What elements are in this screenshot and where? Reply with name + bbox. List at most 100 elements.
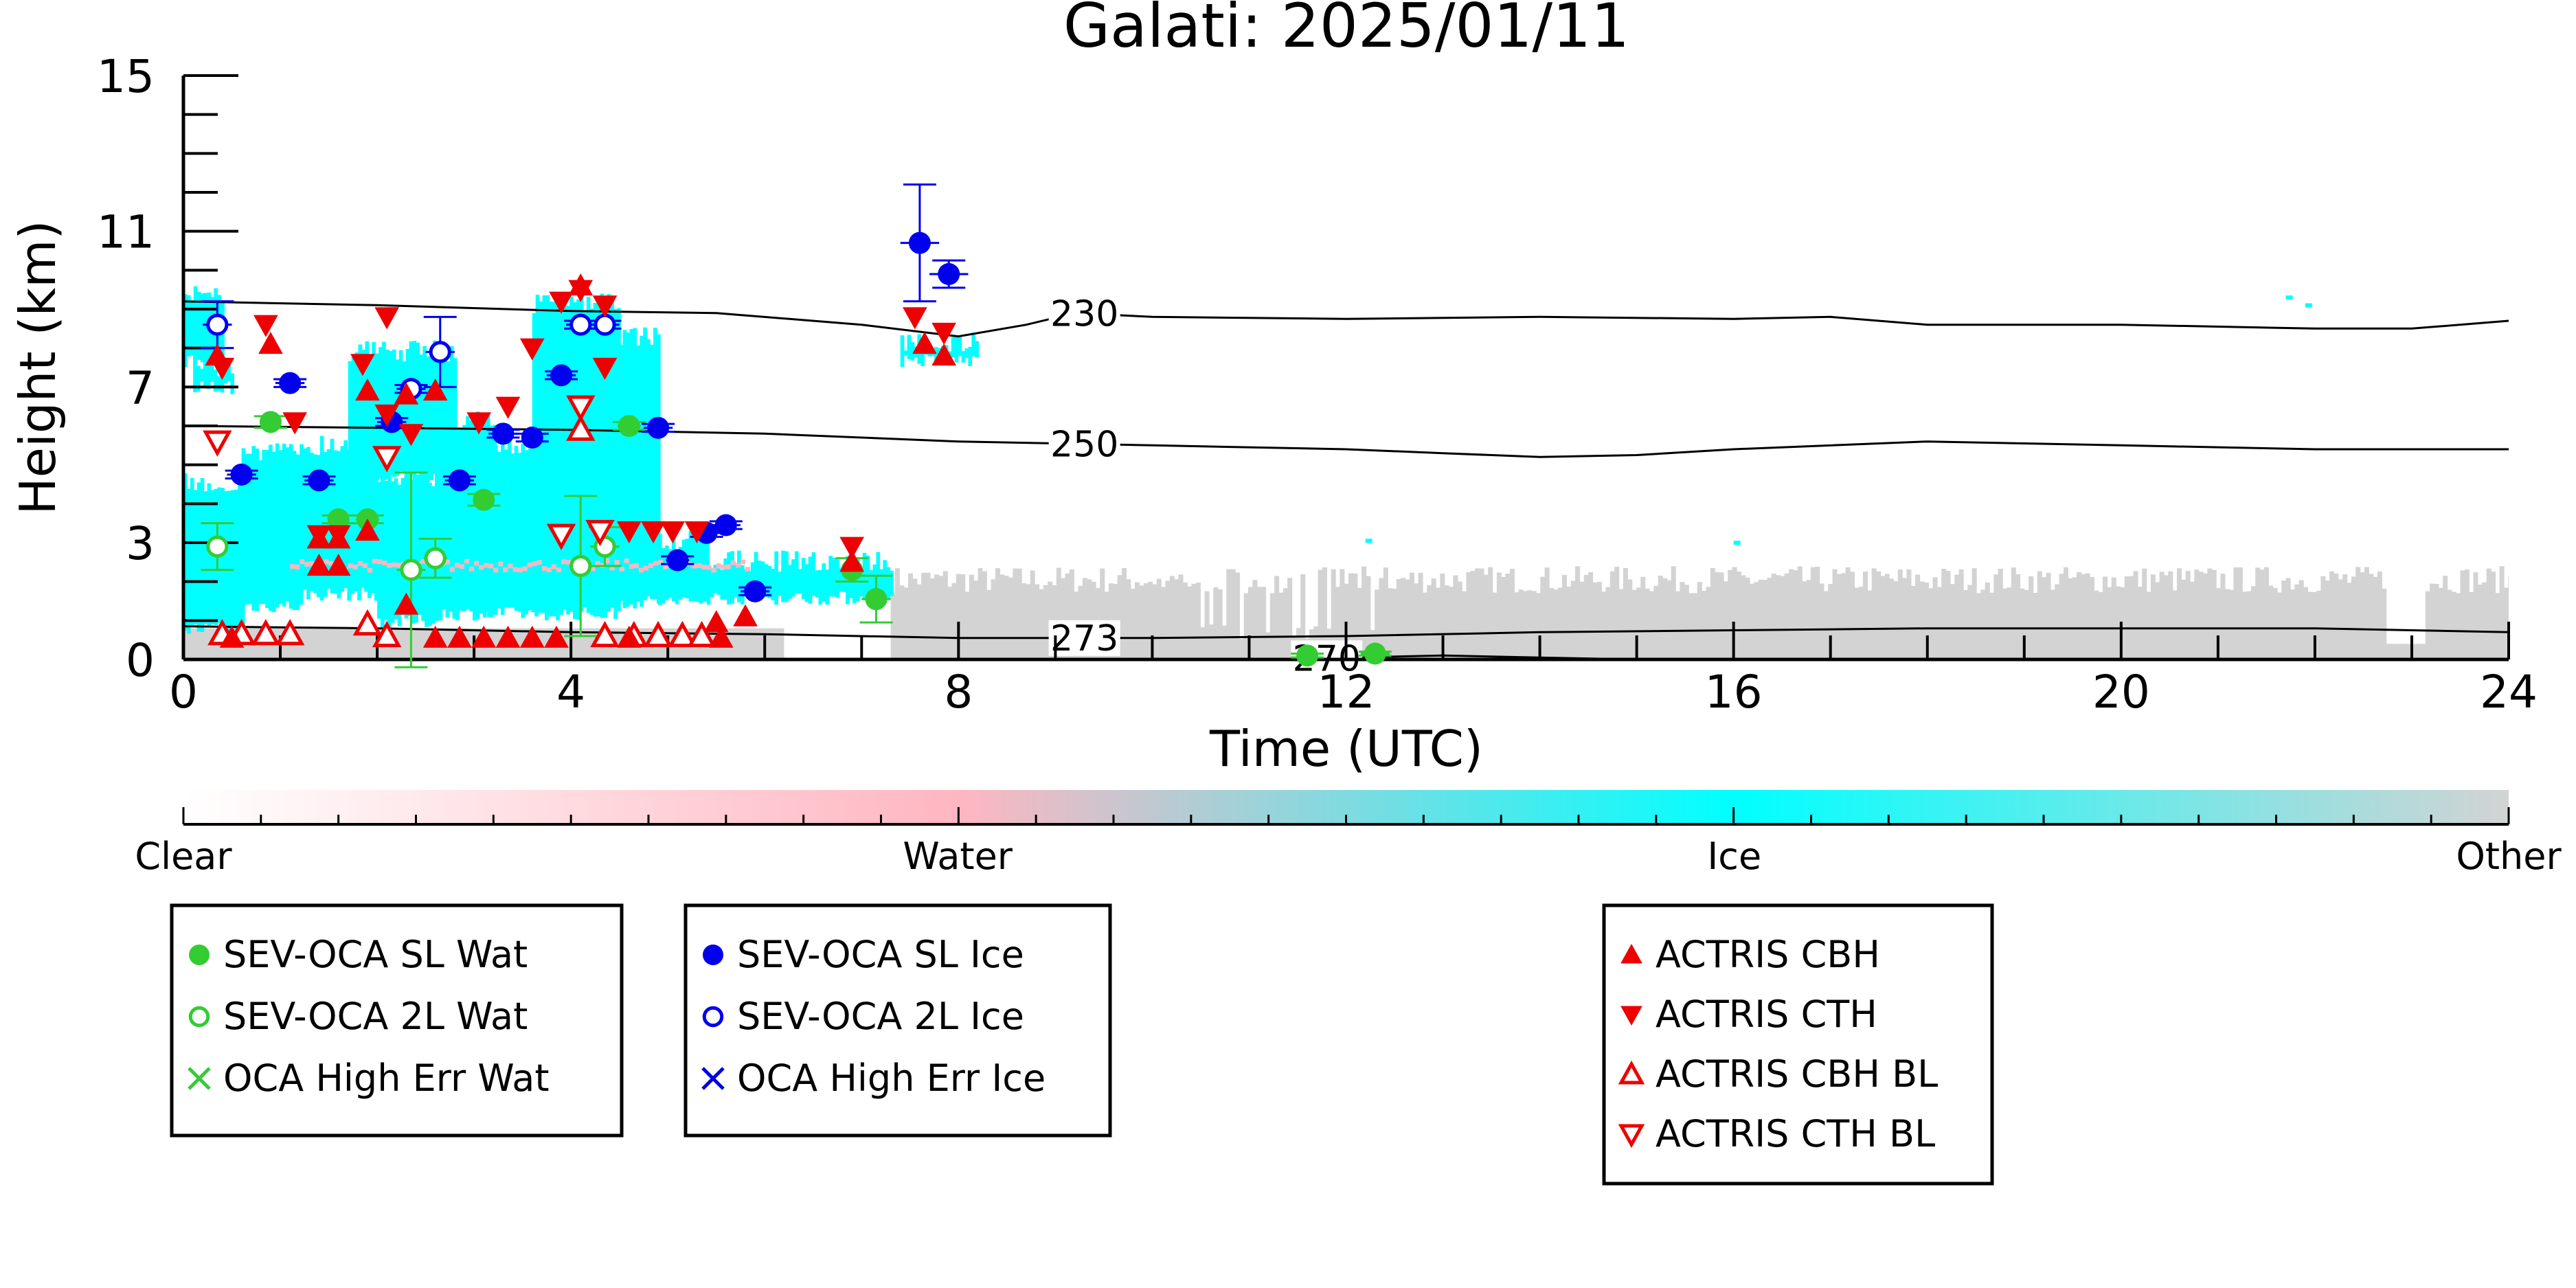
data-point [521, 427, 543, 449]
data-point [569, 313, 592, 336]
colorbar: Clear Water Ice Other [135, 790, 2562, 878]
data-point [544, 625, 569, 648]
legend-label: OCA High Err Wat [223, 1057, 550, 1100]
data-point [352, 609, 383, 636]
legend-box [1602, 903, 1994, 1186]
legend-marker [701, 1067, 725, 1090]
series-6 [205, 273, 957, 633]
data-point [326, 553, 351, 576]
x-axis-label: Time (UTC) [1209, 720, 1483, 778]
legend-label: ACTRIS CBH [1656, 933, 1880, 976]
data-point [566, 395, 596, 422]
data-point [394, 382, 419, 405]
data-point [471, 625, 497, 648]
data-point [219, 625, 245, 648]
data-point [230, 463, 253, 486]
data-point [466, 412, 492, 435]
data-point [203, 430, 232, 457]
x-tick-label: 4 [556, 666, 585, 719]
axes: 0 4 8 12 16 20 24 0 3 7 11 15 [97, 50, 2538, 719]
contour-label-230: 230 [1050, 293, 1118, 335]
data-point [865, 588, 888, 611]
data-series [201, 183, 1392, 668]
series-0 [253, 411, 1392, 667]
data-point [355, 518, 380, 541]
data-point [585, 519, 615, 547]
data-point [594, 313, 616, 336]
data-point [251, 619, 281, 646]
data-point [931, 343, 957, 366]
series-3 [225, 183, 969, 602]
legend-label: ACTRIS CTH [1656, 993, 1877, 1036]
data-point [569, 554, 592, 578]
data-point [592, 357, 618, 381]
data-point [647, 416, 670, 439]
data-point [931, 322, 957, 346]
data-point [708, 625, 734, 648]
x-tick-label: 24 [2480, 666, 2538, 719]
y-tick-label: 3 [126, 517, 155, 570]
data-point [666, 549, 689, 572]
colorbar-label: Other [2456, 835, 2562, 878]
data-point [282, 412, 308, 435]
legend-label: ACTRIS CBH BL [1656, 1052, 1938, 1096]
legend-label: ACTRIS CTH BL [1656, 1112, 1935, 1155]
data-point [912, 331, 937, 354]
data-point [590, 620, 620, 648]
data-point [550, 364, 573, 387]
legend-marker [702, 1006, 724, 1028]
data-point [495, 625, 521, 648]
data-point [306, 525, 332, 547]
data-point [744, 580, 767, 602]
data-point [839, 536, 865, 559]
data-point [398, 424, 424, 447]
y-tick-label: 15 [97, 50, 155, 103]
x-tick-label: 8 [944, 666, 973, 719]
data-point [703, 610, 729, 633]
data-point [908, 231, 931, 254]
chart-title: Galati: 2025/01/11 [1063, 0, 1629, 61]
data-point [259, 411, 282, 433]
data-point [374, 307, 400, 330]
data-point [473, 488, 495, 511]
data-point [355, 378, 380, 401]
data-point [687, 620, 716, 648]
x-tick-label: 12 [1318, 666, 1375, 719]
data-point [495, 396, 521, 419]
colorbar-label: Clear [135, 835, 232, 878]
data-point [592, 295, 618, 318]
data-point [206, 535, 229, 558]
data-point [616, 625, 642, 648]
data-point [350, 354, 375, 376]
y-tick-label: 11 [97, 206, 155, 259]
legend-box [683, 903, 1112, 1138]
data-point [327, 508, 350, 530]
legend-marker [1618, 1124, 1645, 1149]
legend-marker [1620, 943, 1642, 964]
data-point [206, 313, 229, 336]
data-point [733, 604, 758, 626]
legend-label: SEV-OCA SL Wat [223, 933, 528, 976]
data-point [618, 415, 640, 437]
legend-label: SEV-OCA SL Ice [737, 933, 1024, 976]
data-point [424, 547, 447, 569]
data-point [253, 315, 278, 337]
legend-2: ACTRIS CBH ACTRIS CTH ACTRIS CBH BL ACTRIS … [1602, 903, 1994, 1186]
data-point [546, 523, 576, 550]
data-point [210, 357, 235, 381]
legend-label: OCA High Err Ice [737, 1057, 1046, 1100]
data-point [326, 525, 351, 547]
legend-marker [1618, 1060, 1645, 1085]
legend-box [170, 903, 624, 1138]
legend-marker [188, 1067, 211, 1090]
data-point [374, 404, 400, 427]
data-point [394, 592, 419, 615]
legend-label: SEV-OCA 2L Wat [223, 995, 528, 1038]
data-point [643, 620, 673, 648]
data-point [279, 372, 302, 394]
data-point [566, 414, 596, 441]
y-axis-label: Height (km) [9, 221, 67, 515]
data-point [1364, 642, 1386, 665]
data-point [258, 331, 283, 354]
